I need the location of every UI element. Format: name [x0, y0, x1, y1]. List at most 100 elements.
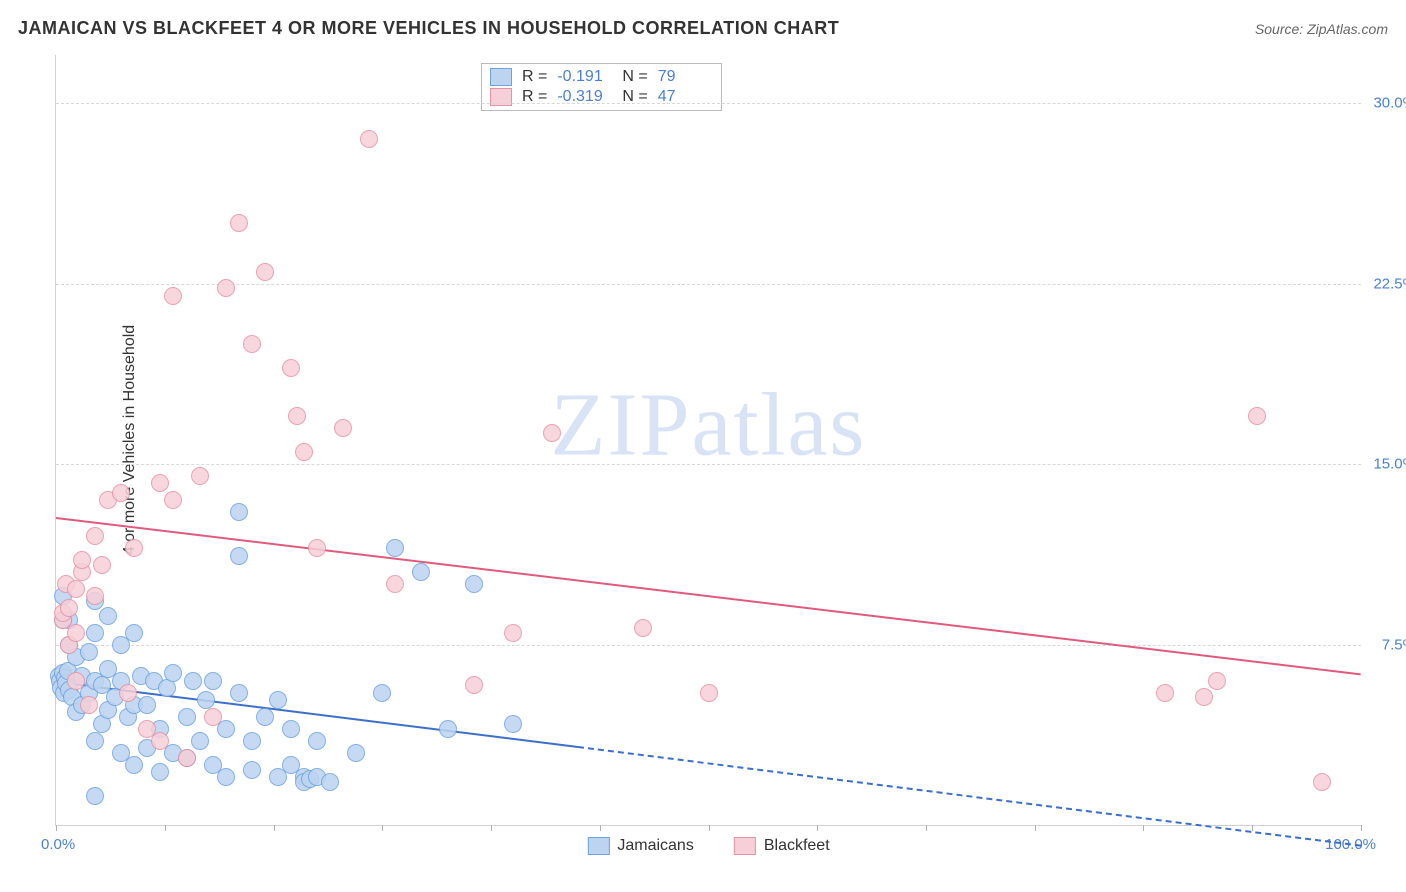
data-point	[1156, 684, 1174, 702]
data-point	[112, 484, 130, 502]
data-point	[243, 761, 261, 779]
x-tick	[926, 825, 927, 831]
gridline	[56, 103, 1361, 104]
series-legend: Jamaicans Blackfeet	[587, 837, 829, 855]
data-point	[465, 676, 483, 694]
gridline	[56, 464, 1361, 465]
y-tick-label: 15.0%	[1373, 456, 1406, 473]
stat-r-label: R =	[522, 68, 547, 86]
data-point	[256, 263, 274, 281]
y-tick-label: 30.0%	[1373, 95, 1406, 112]
x-tick	[56, 825, 57, 831]
data-point	[282, 720, 300, 738]
data-point	[347, 744, 365, 762]
data-point	[465, 575, 483, 593]
gridline	[56, 284, 1361, 285]
stats-row: R = -0.191N = 79	[490, 67, 713, 87]
x-tick	[491, 825, 492, 831]
data-point	[230, 547, 248, 565]
legend-swatch	[587, 837, 609, 855]
data-point	[86, 527, 104, 545]
data-point	[197, 691, 215, 709]
data-point	[295, 443, 313, 461]
data-point	[543, 424, 561, 442]
data-point	[164, 491, 182, 509]
data-point	[334, 419, 352, 437]
data-point	[1248, 407, 1266, 425]
x-tick	[600, 825, 601, 831]
watermark: ZIPatlas	[551, 373, 867, 476]
data-point	[184, 672, 202, 690]
data-point	[138, 696, 156, 714]
chart-area: 4 or more Vehicles in Household ZIPatlas…	[55, 55, 1380, 825]
legend-swatch	[490, 68, 512, 86]
data-point	[60, 599, 78, 617]
stat-n-value: 79	[658, 68, 713, 86]
data-point	[439, 720, 457, 738]
stat-r-value: -0.191	[557, 68, 612, 86]
data-point	[67, 624, 85, 642]
data-point	[151, 474, 169, 492]
data-point	[125, 539, 143, 557]
x-tick	[1361, 825, 1362, 831]
data-point	[125, 756, 143, 774]
data-point	[80, 643, 98, 661]
data-point	[217, 768, 235, 786]
gridline	[56, 645, 1361, 646]
y-tick-label: 22.5%	[1373, 275, 1406, 292]
data-point	[282, 359, 300, 377]
x-tick	[382, 825, 383, 831]
data-point	[125, 624, 143, 642]
legend-label: Jamaicans	[617, 837, 693, 855]
data-point	[373, 684, 391, 702]
data-point	[93, 556, 111, 574]
data-point	[86, 732, 104, 750]
legend-label: Blackfeet	[764, 837, 830, 855]
data-point	[178, 749, 196, 767]
x-tick	[1035, 825, 1036, 831]
data-point	[504, 715, 522, 733]
data-point	[86, 587, 104, 605]
scatter-plot: ZIPatlas R = -0.191N = 79R = -0.319N = 4…	[55, 55, 1361, 826]
data-point	[164, 664, 182, 682]
data-point	[321, 773, 339, 791]
data-point	[86, 624, 104, 642]
data-point	[1313, 773, 1331, 791]
data-point	[412, 563, 430, 581]
x-tick	[274, 825, 275, 831]
trend-line-extrapolated	[578, 746, 1361, 847]
chart-title: JAMAICAN VS BLACKFEET 4 OR MORE VEHICLES…	[18, 18, 839, 39]
data-point	[86, 787, 104, 805]
data-point	[360, 130, 378, 148]
data-point	[191, 732, 209, 750]
data-point	[256, 708, 274, 726]
data-point	[67, 580, 85, 598]
data-point	[119, 684, 137, 702]
x-tick	[817, 825, 818, 831]
x-tick	[709, 825, 710, 831]
x-tick	[165, 825, 166, 831]
y-tick-label: 7.5%	[1382, 636, 1406, 653]
x-axis-min-label: 0.0%	[41, 836, 75, 853]
data-point	[308, 732, 326, 750]
data-point	[243, 732, 261, 750]
source-attribution: Source: ZipAtlas.com	[1255, 21, 1388, 37]
data-point	[308, 539, 326, 557]
data-point	[504, 624, 522, 642]
data-point	[204, 708, 222, 726]
data-point	[634, 619, 652, 637]
data-point	[217, 279, 235, 297]
data-point	[164, 287, 182, 305]
data-point	[80, 696, 98, 714]
x-tick	[1143, 825, 1144, 831]
legend-item: Jamaicans	[587, 837, 693, 855]
data-point	[700, 684, 718, 702]
trend-line	[56, 517, 1361, 675]
data-point	[151, 763, 169, 781]
data-point	[230, 503, 248, 521]
data-point	[191, 467, 209, 485]
data-point	[73, 551, 91, 569]
data-point	[1208, 672, 1226, 690]
data-point	[269, 691, 287, 709]
data-point	[99, 607, 117, 625]
